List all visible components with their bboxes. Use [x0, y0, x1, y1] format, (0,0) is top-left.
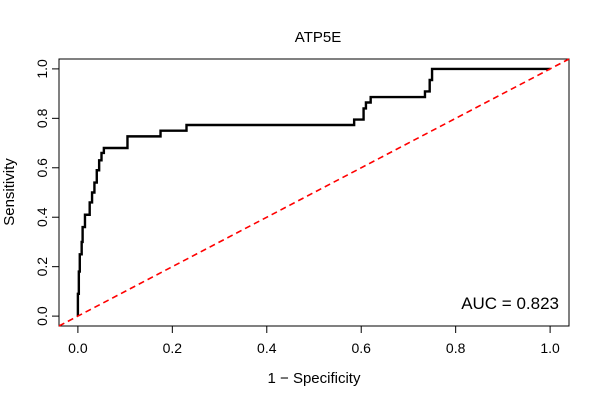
- y-tick-label: 1.0: [34, 59, 50, 79]
- y-tick-label: 0.8: [34, 108, 50, 128]
- roc-curve-line: [76, 67, 551, 317]
- x-tick-label: 0.6: [351, 340, 371, 356]
- chart-title: ATP5E: [295, 29, 341, 46]
- y-tick-label: 0.4: [34, 207, 50, 227]
- y-tick-label: 0.6: [34, 158, 50, 178]
- x-tick-label: 0.8: [446, 340, 466, 356]
- y-axis: 0.0 0.2 0.4 0.6 0.8 1.0: [34, 59, 59, 326]
- x-tick-label: 0.4: [257, 340, 277, 356]
- y-axis-label: Sensitivity: [1, 158, 18, 226]
- auc-annotation: AUC = 0.823: [461, 294, 559, 313]
- x-tick-label: 1.0: [540, 340, 560, 356]
- x-tick-label: 0.2: [163, 340, 183, 356]
- y-tick-label: 0.2: [34, 257, 50, 277]
- x-tick-label: 0.0: [68, 340, 88, 356]
- series-layer: [58, 58, 570, 327]
- x-axis: 0.0 0.2 0.4 0.6 0.8 1.0: [68, 326, 560, 356]
- reference-diagonal-line: [58, 58, 570, 327]
- y-tick-label: 0.0: [34, 306, 50, 326]
- plot-frame: [58, 58, 570, 327]
- x-axis-label: 1 − Specificity: [268, 370, 361, 387]
